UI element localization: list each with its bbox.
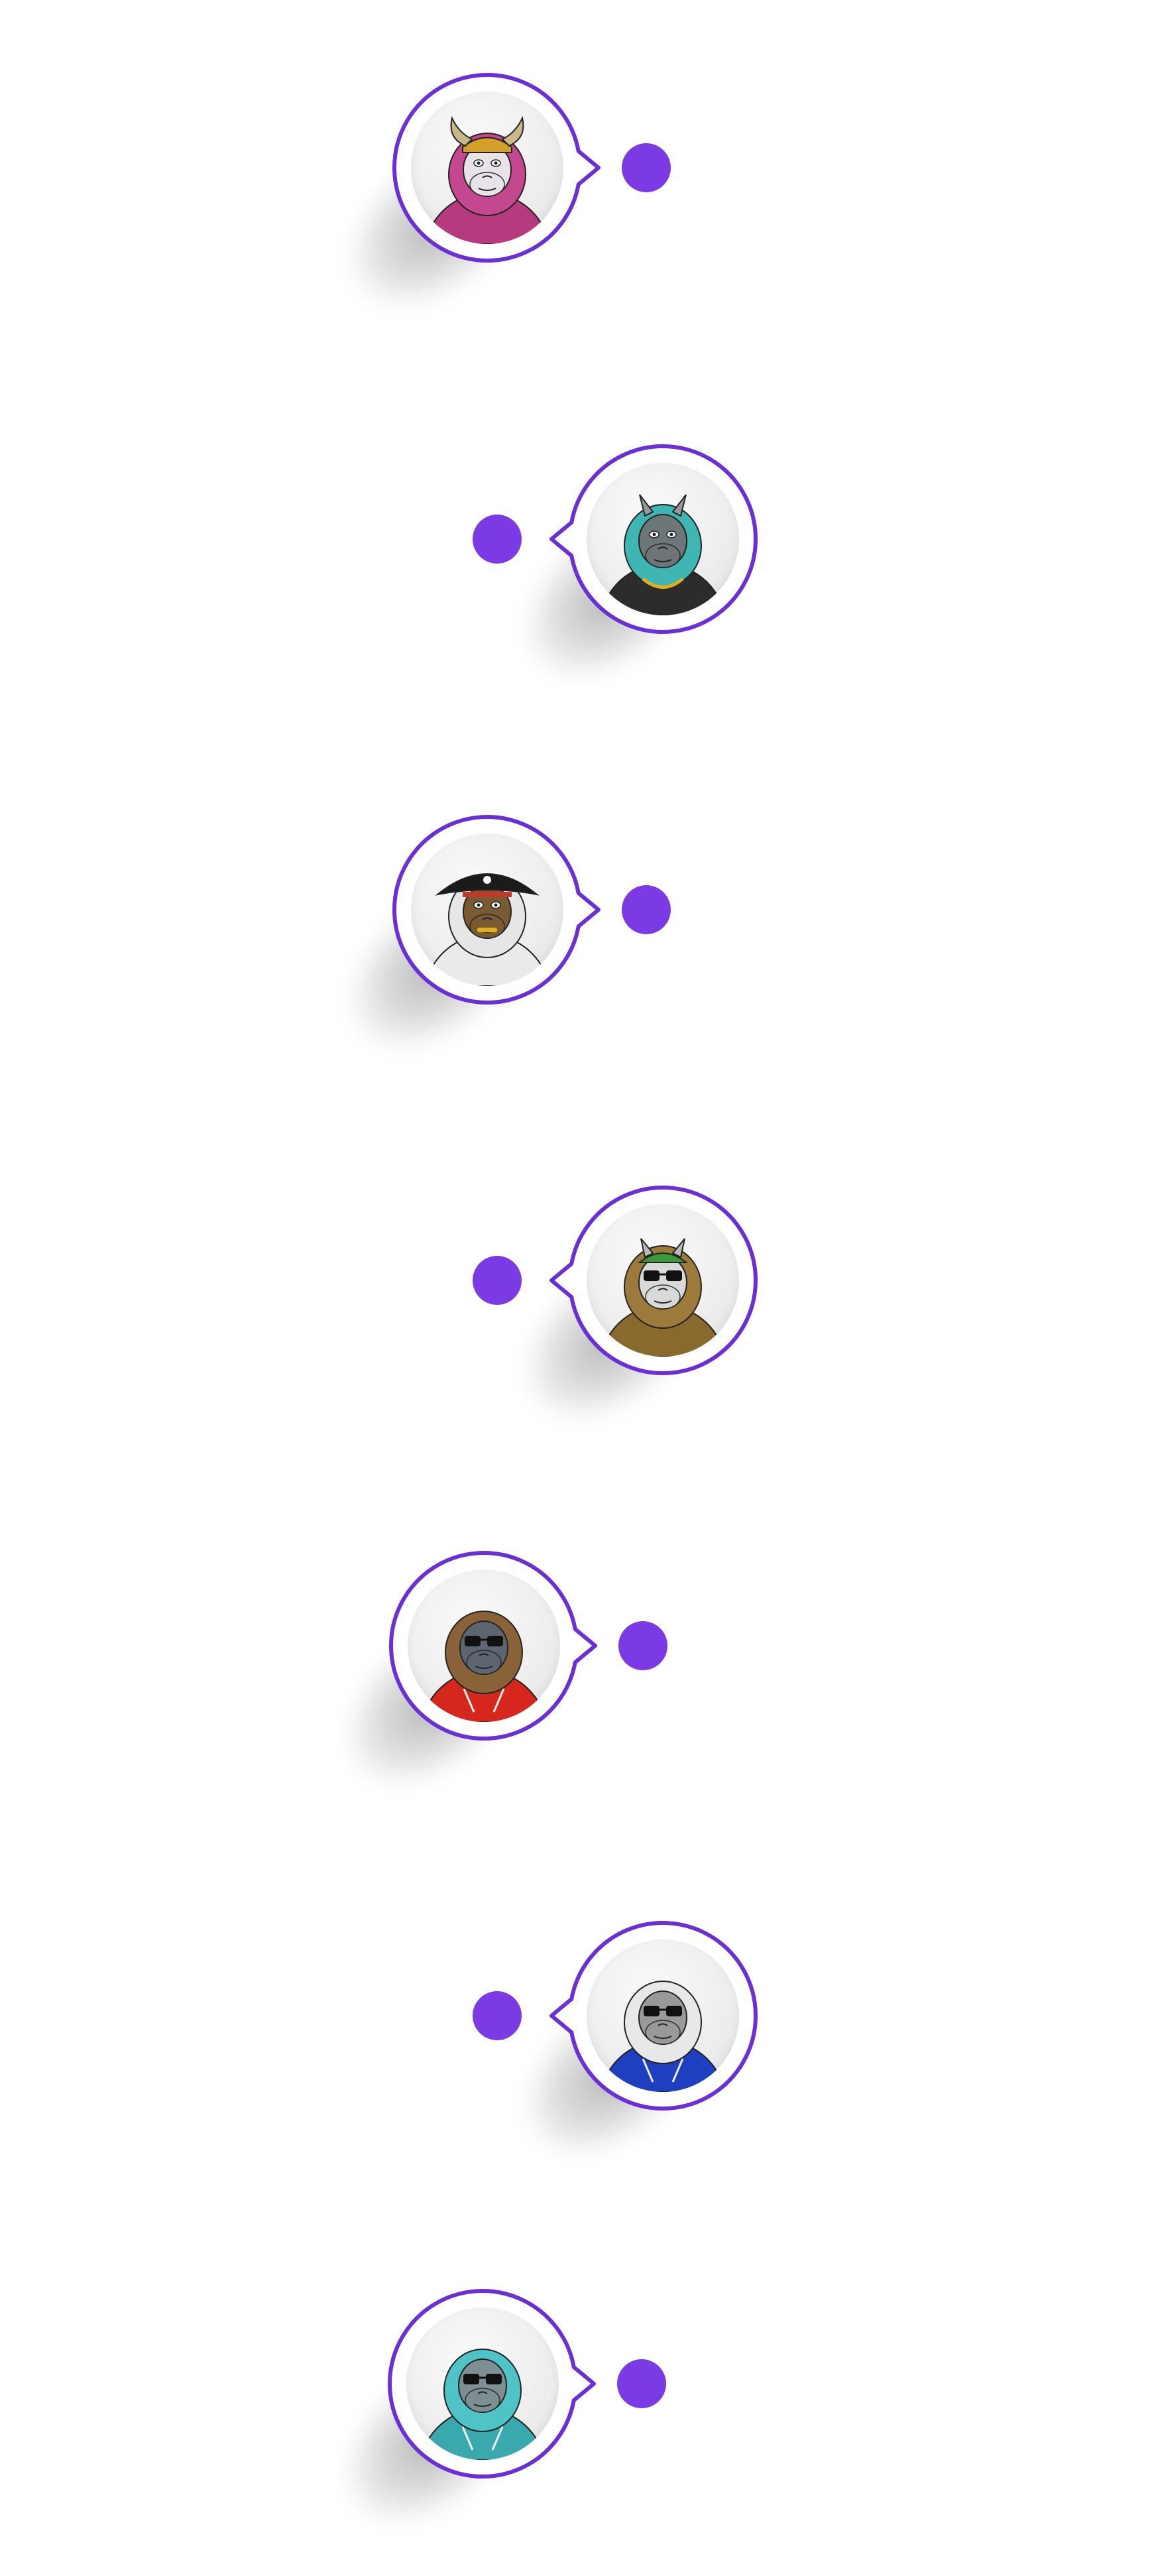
timeline-dot	[622, 143, 671, 192]
timeline-dot	[622, 885, 671, 934]
timeline-dot	[618, 1621, 667, 1670]
timeline-dot	[617, 2359, 666, 2408]
ape-illustration	[599, 1238, 727, 1357]
teal-glasses-ape-avatar	[406, 2307, 559, 2460]
ape-illustration	[599, 1981, 727, 2092]
ape-illustration	[420, 1611, 548, 1722]
blue-hoodie-ape-avatar	[587, 1939, 739, 2092]
teal-horned-ape-avatar	[587, 463, 739, 615]
timeline-dot	[473, 1256, 522, 1305]
ape-illustration	[423, 873, 551, 986]
pirate-ape-avatar	[411, 833, 563, 986]
green-cap-ape-avatar	[587, 1204, 739, 1357]
red-hoodie-ape-avatar	[408, 1569, 560, 1722]
timeline-dot	[473, 515, 522, 564]
timeline-dot	[473, 1991, 522, 2040]
ape-illustration	[599, 494, 727, 615]
viking-ape-avatar	[411, 92, 563, 244]
ape-illustration	[423, 115, 551, 244]
ape-illustration	[418, 2349, 547, 2460]
